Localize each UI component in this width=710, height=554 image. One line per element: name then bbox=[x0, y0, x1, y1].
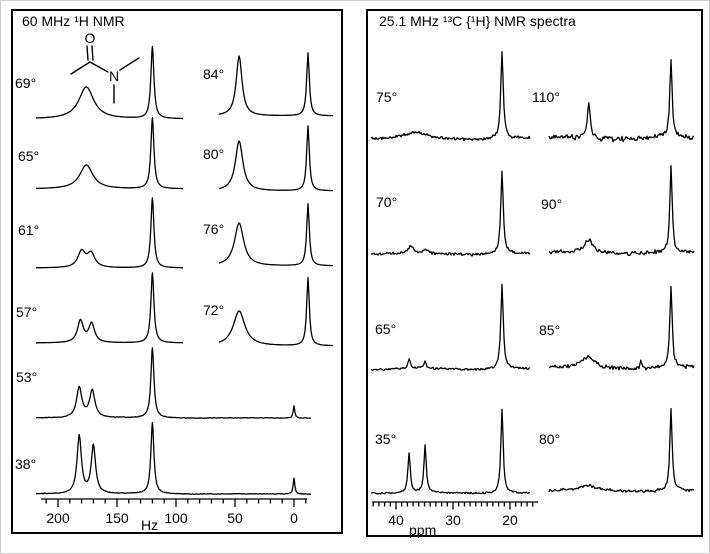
ppm-axis-label: ppm bbox=[409, 522, 437, 538]
x-axis-ruler bbox=[41, 498, 307, 507]
spectrum-trace-65deg bbox=[370, 283, 531, 371]
c13-nmr-panel: 40 30 20 25.1 MHz ¹³C {¹H} NMR spectra 75°… bbox=[366, 9, 703, 537]
spectrum-trace-75deg bbox=[370, 51, 531, 142]
temp-label-84: 84° bbox=[203, 66, 225, 82]
spectrum-trace-35deg bbox=[371, 408, 531, 495]
tick-label-100: 100 bbox=[164, 510, 188, 526]
spectrum-trace-72deg bbox=[218, 276, 333, 347]
spectrum-trace-80deg bbox=[218, 125, 333, 192]
carbonyl-double-bond-line2 bbox=[91, 45, 94, 61]
temp-label-65: 65° bbox=[18, 148, 40, 164]
temp-label-80c: 80° bbox=[539, 431, 561, 447]
temp-label-85: 85° bbox=[539, 322, 561, 338]
carbonyl-double-bond-line1 bbox=[86, 45, 89, 61]
tick-label-50: 50 bbox=[227, 510, 243, 526]
temp-label-65c: 65° bbox=[375, 321, 397, 337]
c13-spectra-plot: 40 30 20 bbox=[370, 51, 695, 528]
temp-label-110: 110° bbox=[532, 89, 560, 105]
temp-label-35: 35° bbox=[375, 431, 397, 447]
spectrum-trace-65deg bbox=[36, 117, 183, 190]
spectrum-trace-110deg bbox=[548, 58, 695, 143]
temp-label-38: 38° bbox=[15, 456, 37, 472]
temp-label-70: 70° bbox=[376, 194, 398, 210]
nitrogen-atom-label: N bbox=[109, 68, 119, 84]
c13-panel-title: 25.1 MHz ¹³C {¹H} NMR spectra bbox=[379, 13, 576, 29]
spectrum-trace-84deg bbox=[218, 52, 334, 117]
tick-label-200: 200 bbox=[46, 510, 70, 526]
tick-label-0: 0 bbox=[290, 510, 298, 526]
acetyl-methyl-bond bbox=[70, 61, 91, 75]
temp-label-72: 72° bbox=[203, 302, 225, 318]
oxygen-atom-label: O bbox=[85, 30, 96, 46]
h1-panel-title: 60 MHz ¹H NMR bbox=[22, 13, 125, 29]
h1-spectra-plot: 200 150 100 50 0 bbox=[35, 45, 334, 526]
temp-label-80: 80° bbox=[203, 146, 225, 162]
tick-label-150: 150 bbox=[105, 510, 129, 526]
tick-label-30: 30 bbox=[445, 512, 461, 528]
temp-label-53: 53° bbox=[16, 369, 38, 385]
dma-molecule-structure: O N bbox=[70, 30, 140, 104]
temp-label-61: 61° bbox=[18, 222, 40, 238]
tick-label-40: 40 bbox=[388, 512, 404, 528]
temp-label-57: 57° bbox=[16, 304, 38, 320]
spectrum-trace-85deg bbox=[548, 285, 695, 371]
c-n-bond bbox=[89, 61, 109, 73]
h1-nmr-panel: 200 150 100 50 0 60 MHz ¹H NMR O N 69° 65° 6… bbox=[11, 9, 343, 534]
spectrum-trace-69deg bbox=[36, 45, 183, 120]
temp-label-75: 75° bbox=[376, 89, 398, 105]
spectrum-trace-53deg bbox=[36, 347, 312, 420]
spectrum-trace-90deg bbox=[548, 164, 695, 256]
spectrum-trace-57deg bbox=[36, 272, 183, 344]
spectrum-trace-61deg bbox=[36, 197, 183, 269]
spectrum-trace-80deg bbox=[548, 407, 695, 494]
spectrum-trace-70deg bbox=[370, 170, 531, 257]
temp-label-90: 90° bbox=[541, 196, 563, 212]
temp-label-76: 76° bbox=[203, 221, 225, 237]
tick-label-20: 20 bbox=[502, 512, 518, 528]
x-axis-ruler bbox=[372, 501, 538, 510]
n-methyl-bond-upper bbox=[119, 57, 140, 71]
hz-axis-label: Hz bbox=[141, 517, 159, 533]
spectrum-trace-38deg bbox=[35, 421, 312, 495]
temp-label-69: 69° bbox=[15, 75, 37, 91]
spectrum-trace-76deg bbox=[218, 203, 333, 267]
